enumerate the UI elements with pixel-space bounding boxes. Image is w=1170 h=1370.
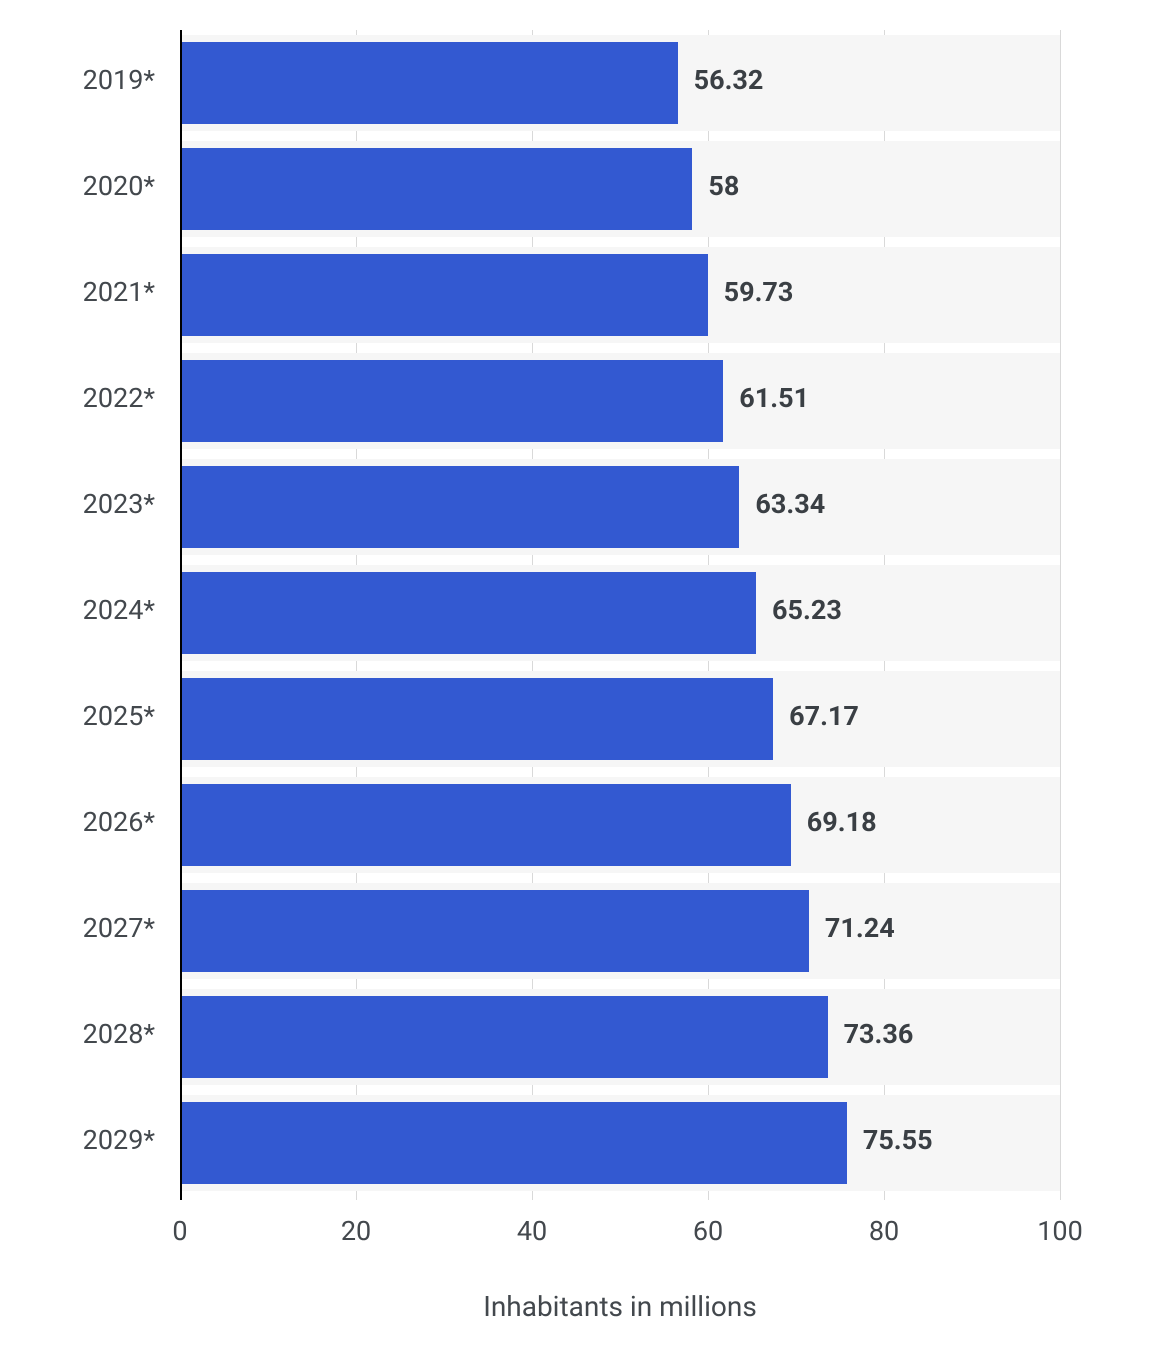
- bar: [182, 1102, 847, 1184]
- value-label: 56.32: [694, 64, 764, 96]
- bar: [182, 572, 756, 654]
- value-label: 65.23: [772, 594, 842, 626]
- value-label: 73.36: [844, 1018, 914, 1050]
- value-label: 58: [708, 170, 739, 202]
- bar: [182, 360, 723, 442]
- y-axis-label: 2025*: [0, 700, 155, 732]
- bar: [182, 148, 692, 230]
- x-tick-label: 0: [140, 1215, 220, 1247]
- y-axis-label: 2020*: [0, 170, 155, 202]
- y-axis-label: 2023*: [0, 488, 155, 520]
- bar: [182, 678, 773, 760]
- bar: [182, 42, 678, 124]
- x-tick-label: 60: [668, 1215, 748, 1247]
- value-label: 71.24: [825, 912, 895, 944]
- bar: [182, 254, 708, 336]
- bar: [182, 890, 809, 972]
- y-axis-label: 2021*: [0, 276, 155, 308]
- value-label: 75.55: [863, 1124, 933, 1156]
- y-axis-label: 2022*: [0, 382, 155, 414]
- x-tick-label: 40: [492, 1215, 572, 1247]
- value-label: 67.17: [789, 700, 859, 732]
- bar: [182, 784, 791, 866]
- y-axis-label: 2027*: [0, 912, 155, 944]
- bar: [182, 996, 828, 1078]
- value-label: 59.73: [724, 276, 794, 308]
- y-axis-label: 2029*: [0, 1124, 155, 1156]
- chart-container: 2019*56.322020*582021*59.732022*61.51202…: [0, 0, 1170, 1370]
- value-label: 69.18: [807, 806, 877, 838]
- plot-area: [180, 30, 1060, 1200]
- x-tick-label: 80: [844, 1215, 924, 1247]
- y-axis-label: 2026*: [0, 806, 155, 838]
- x-tick-label: 20: [316, 1215, 396, 1247]
- x-tick-label: 100: [1020, 1215, 1100, 1247]
- y-axis-label: 2028*: [0, 1018, 155, 1050]
- value-label: 61.51: [739, 382, 809, 414]
- y-axis-line: [180, 30, 182, 1200]
- gridline: [1060, 30, 1061, 1200]
- x-axis-title: Inhabitants in millions: [180, 1290, 1060, 1323]
- bar: [182, 466, 739, 548]
- y-axis-label: 2024*: [0, 594, 155, 626]
- value-label: 63.34: [755, 488, 825, 520]
- y-axis-label: 2019*: [0, 64, 155, 96]
